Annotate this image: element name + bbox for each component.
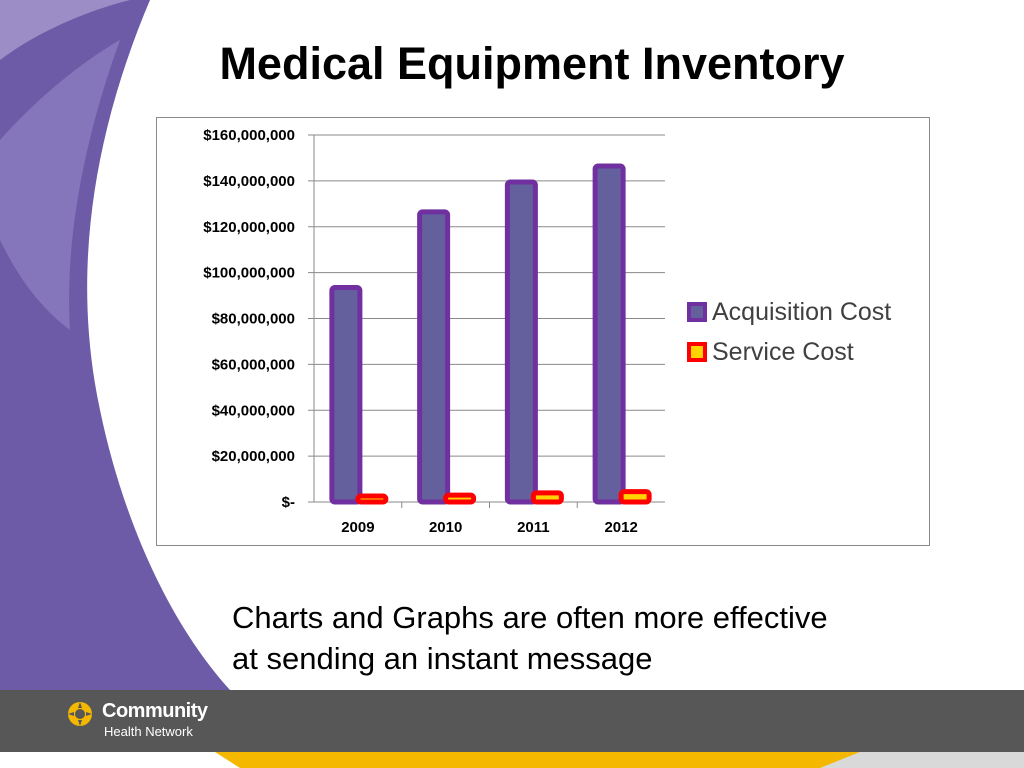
legend-item[interactable]: Service Cost [687,338,854,366]
legend-label: Acquisition Cost [712,298,891,326]
x-axis-tick-labels: 2009 2010 2011 2012 [341,519,638,536]
caption-line-1: Charts and Graphs are often more effecti… [232,600,828,635]
y-axis-tick-labels: $- $20,000,000 $40,000,000 $60,000,000 $80,0… [203,127,295,511]
bar-chart: $- $20,000,000 $40,000,000 $60,000,000 $80,0… [203,127,891,536]
legend-item[interactable]: Acquisition Cost [687,298,891,326]
y-tick-label: $60,000,000 [212,356,295,373]
y-tick-label: $160,000,000 [203,127,295,144]
acquisition-cost-bar[interactable] [329,285,363,505]
purple-swoosh-highlight [0,40,120,330]
y-tick-label: $40,000,000 [212,402,295,419]
acquisition-cost-bar[interactable] [592,163,626,505]
logo-subtitle: Health Network [104,724,193,739]
x-tick-label: 2011 [517,519,550,536]
slide-caption: Charts and Graphs are often more effecti… [232,597,932,679]
caption-line-2: at sending an instant message [232,641,653,676]
y-tick-label: $- [282,494,295,511]
y-tick-label: $100,000,000 [203,265,295,282]
service-cost-bar[interactable] [355,493,389,505]
footer-stripe [0,752,1024,768]
x-tick-label: 2010 [429,519,462,536]
y-tick-label: $80,000,000 [212,311,295,328]
slide-title: Medical Equipment Inventory [219,38,845,89]
service-cost-bar[interactable] [618,489,652,505]
legend[interactable]: Acquisition Cost Service Cost [687,298,891,366]
footer-bar [0,690,1024,752]
bars [329,163,652,505]
legend-swatch [687,302,707,322]
acquisition-cost-bar[interactable] [504,179,538,505]
chart-frame: $- $20,000,000 $40,000,000 $60,000,000 $80,0… [156,117,930,546]
legend-label: Service Cost [712,338,854,366]
y-tick-label: $140,000,000 [203,173,295,190]
service-cost-bar[interactable] [443,492,477,505]
legend-swatch [687,342,707,362]
acquisition-cost-bar[interactable] [417,209,451,505]
y-tick-label: $120,000,000 [203,219,295,236]
service-cost-bar[interactable] [530,490,564,505]
x-tick-label: 2012 [604,519,637,536]
x-tick-label: 2009 [341,519,374,536]
sunburst-logo-icon [68,702,92,726]
community-health-network-logo: Community Health Network [66,700,246,744]
y-tick-label: $20,000,000 [212,448,295,465]
logo-name: Community [102,700,208,722]
